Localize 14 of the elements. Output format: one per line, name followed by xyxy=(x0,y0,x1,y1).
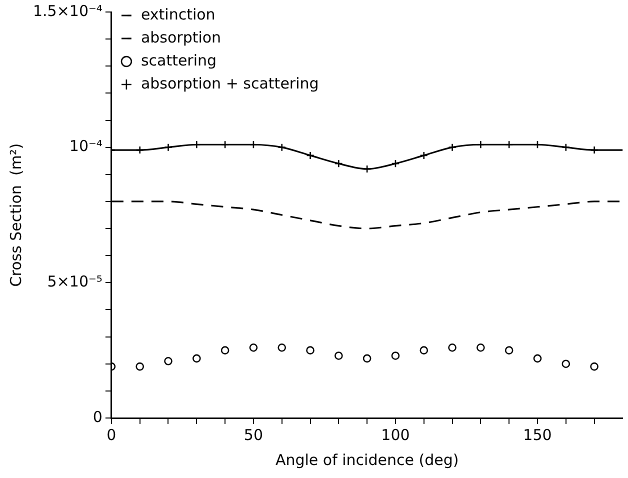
x-tick-label: 50 xyxy=(244,426,264,444)
x-tick-label: 100 xyxy=(381,426,410,444)
x-tick-label: 0 xyxy=(106,426,116,444)
legend-label: scattering xyxy=(140,51,217,70)
x-axis-title: Angle of incidence (deg) xyxy=(275,450,459,469)
y-axis-title: Cross Section (m²) xyxy=(6,143,25,287)
legend-label: absorption xyxy=(140,28,222,46)
y-tick-label: 5×10⁻⁵ xyxy=(47,272,102,291)
legend-label: extinction xyxy=(140,5,216,24)
y-tick-label: 1.5×10⁻⁴ xyxy=(32,2,102,20)
y-tick-label: 10⁻⁴ xyxy=(69,137,102,156)
legend-label: absorption + scattering xyxy=(140,74,319,92)
y-tick-label: 0 xyxy=(92,408,102,426)
x-tick-label: 150 xyxy=(523,426,552,444)
